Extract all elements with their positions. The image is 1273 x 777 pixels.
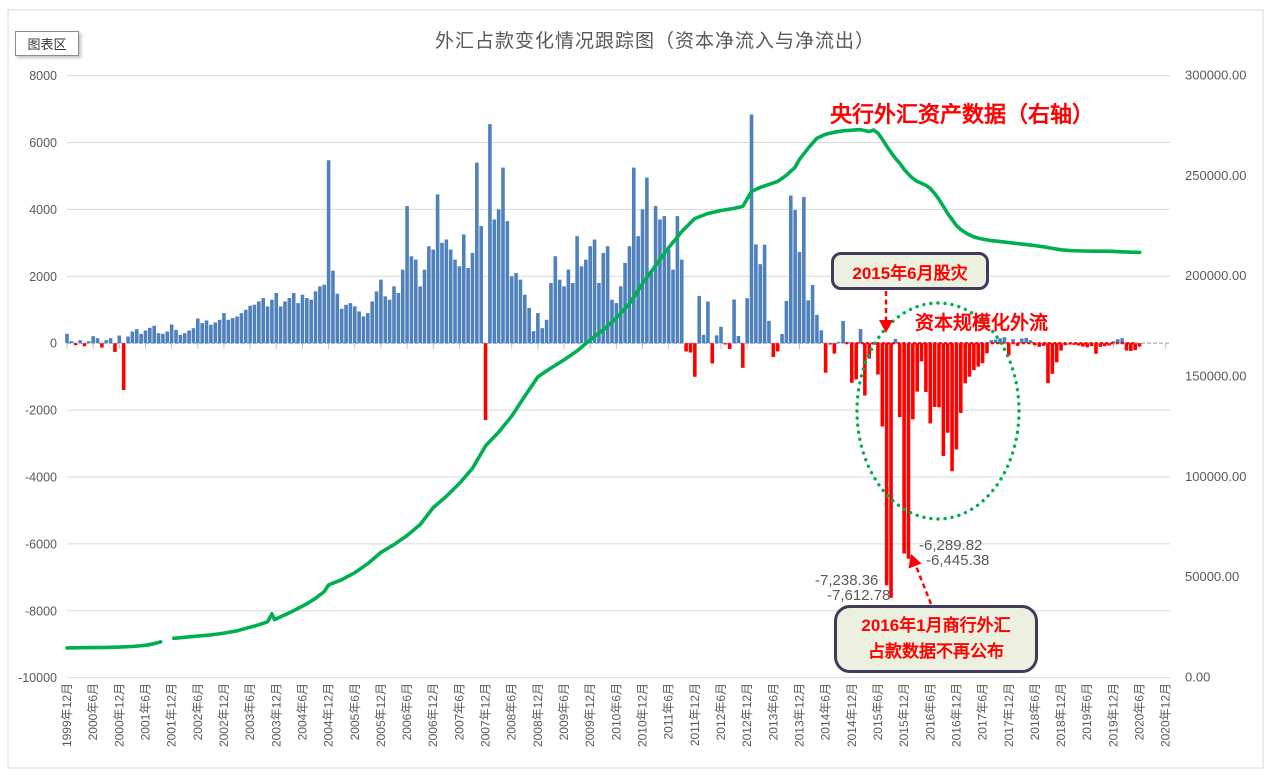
svg-text:2013年12月: 2013年12月	[792, 683, 806, 747]
outflow-ellipse[interactable]	[855, 301, 1021, 521]
svg-text:2002年12月: 2002年12月	[217, 683, 231, 747]
bar-data-label: -6,289.82	[919, 537, 983, 554]
svg-text:2010年12月: 2010年12月	[636, 683, 650, 747]
svg-text:300000.00: 300000.00	[1185, 68, 1246, 83]
svg-text:2009年6月: 2009年6月	[557, 683, 571, 740]
svg-text:2000年6月: 2000年6月	[86, 683, 100, 740]
svg-text:2014年12月: 2014年12月	[845, 683, 859, 747]
bar-data-label: -7,238.36	[815, 572, 879, 589]
svg-text:-2000: -2000	[25, 404, 57, 418]
bar-data-label: -6,445.38	[926, 552, 990, 569]
chart-area-tooltip-text: 图表区	[27, 37, 67, 52]
x-axis-labels: 1999年12月 2000年6月 2000年12月 2001年6月 2001年12月 20…	[60, 683, 1173, 747]
stock-crash-arrow-head	[879, 320, 893, 333]
callout-discontinued-line2: 占款数据不再公布	[868, 642, 1004, 661]
svg-text:2012年12月: 2012年12月	[740, 683, 754, 747]
chart-border	[7, 9, 1264, 769]
svg-text:2015年12月: 2015年12月	[897, 683, 911, 747]
svg-text:2005年6月: 2005年6月	[348, 683, 362, 740]
bar-series[interactable]	[65, 114, 1142, 598]
svg-text:250000.00: 250000.00	[1185, 168, 1246, 183]
bar-data-label: -7,612.78	[827, 587, 891, 604]
svg-text:2002年6月: 2002年6月	[191, 683, 205, 740]
svg-text:2001年12月: 2001年12月	[165, 683, 179, 747]
svg-text:2010年6月: 2010年6月	[609, 683, 623, 740]
svg-text:8000: 8000	[29, 69, 57, 83]
callout-data-discontinued[interactable]: 2016年1月商行外汇 占款数据不再公布	[834, 605, 1038, 673]
left-axis-labels: 8000 6000 4000 2000 0 -2000 -4000 -6000 -8000 -10…	[18, 69, 57, 685]
right-axis-labels: 300000.00 250000.00 200000.00 150000.00 1000…	[1185, 68, 1246, 685]
callout-stock-crash[interactable]: 2015年6月股灾	[831, 252, 989, 290]
svg-text:2007年6月: 2007年6月	[452, 683, 466, 740]
svg-text:0: 0	[50, 337, 57, 351]
svg-text:2014年6月: 2014年6月	[819, 683, 833, 740]
svg-text:2019年6月: 2019年6月	[1080, 683, 1094, 740]
svg-text:2017年6月: 2017年6月	[976, 683, 990, 740]
gridlines	[67, 75, 1170, 679]
svg-text:2008年12月: 2008年12月	[531, 683, 545, 747]
svg-text:2005年12月: 2005年12月	[374, 683, 388, 747]
svg-text:2003年6月: 2003年6月	[243, 683, 257, 740]
chart-area-tooltip: 图表区	[15, 31, 79, 56]
callout-stock-crash-text: 2015年6月股灾	[852, 263, 968, 283]
svg-text:6000: 6000	[29, 136, 57, 150]
svg-text:-6000: -6000	[25, 537, 57, 551]
svg-text:2018年6月: 2018年6月	[1028, 683, 1042, 740]
discontinued-arrow-head	[908, 554, 922, 569]
svg-text:2020年6月: 2020年6月	[1133, 683, 1147, 740]
svg-text:2016年12月: 2016年12月	[949, 683, 963, 747]
svg-text:2016年6月: 2016年6月	[923, 683, 937, 740]
svg-text:0.00: 0.00	[1185, 670, 1210, 685]
svg-text:2012年6月: 2012年6月	[714, 683, 728, 740]
svg-text:2007年12月: 2007年12月	[479, 683, 493, 747]
svg-text:1999年12月: 1999年12月	[60, 683, 74, 747]
svg-text:2006年6月: 2006年6月	[400, 683, 414, 740]
svg-text:2017年12月: 2017年12月	[1002, 683, 1016, 747]
svg-text:-8000: -8000	[25, 604, 57, 618]
svg-text:2003年12月: 2003年12月	[269, 683, 283, 747]
svg-text:4000: 4000	[29, 203, 57, 217]
svg-text:2011年6月: 2011年6月	[662, 683, 676, 739]
discontinued-arrow	[914, 565, 933, 605]
svg-text:2018年12月: 2018年12月	[1054, 683, 1068, 747]
svg-text:2015年6月: 2015年6月	[871, 683, 885, 740]
svg-text:2004年6月: 2004年6月	[295, 683, 309, 740]
svg-text:2008年6月: 2008年6月	[505, 683, 519, 740]
cb-fx-assets-line	[65, 640, 163, 650]
cb-fx-assets-line	[172, 127, 1142, 641]
chart-title: 外汇占款变化情况跟踪图（资本净流入与净流出）	[434, 31, 875, 52]
svg-text:-4000: -4000	[25, 470, 57, 484]
svg-text:2011年12月: 2011年12月	[688, 683, 702, 746]
svg-text:2006年12月: 2006年12月	[426, 683, 440, 747]
svg-text:100000.00: 100000.00	[1185, 469, 1246, 484]
annotation-right-axis-series: 央行外汇资产数据（右轴）	[830, 102, 1095, 127]
svg-text:-10000: -10000	[18, 671, 57, 685]
svg-text:2019年12月: 2019年12月	[1106, 683, 1120, 747]
svg-text:2000年12月: 2000年12月	[112, 683, 126, 747]
callout-discontinued-line1: 2016年1月商行外汇	[861, 615, 1011, 635]
svg-text:2004年12月: 2004年12月	[322, 683, 336, 747]
svg-text:150000.00: 150000.00	[1185, 369, 1246, 384]
svg-text:200000.00: 200000.00	[1185, 268, 1246, 283]
svg-text:2020年12月: 2020年12月	[1159, 683, 1173, 747]
svg-text:50000.00: 50000.00	[1185, 569, 1239, 584]
svg-text:2009年12月: 2009年12月	[583, 683, 597, 747]
annotation-capital-outflow: 资本规模化外流	[915, 313, 1049, 334]
svg-text:2013年6月: 2013年6月	[766, 683, 780, 740]
svg-text:2000: 2000	[29, 270, 57, 284]
svg-text:2001年6月: 2001年6月	[138, 683, 152, 740]
